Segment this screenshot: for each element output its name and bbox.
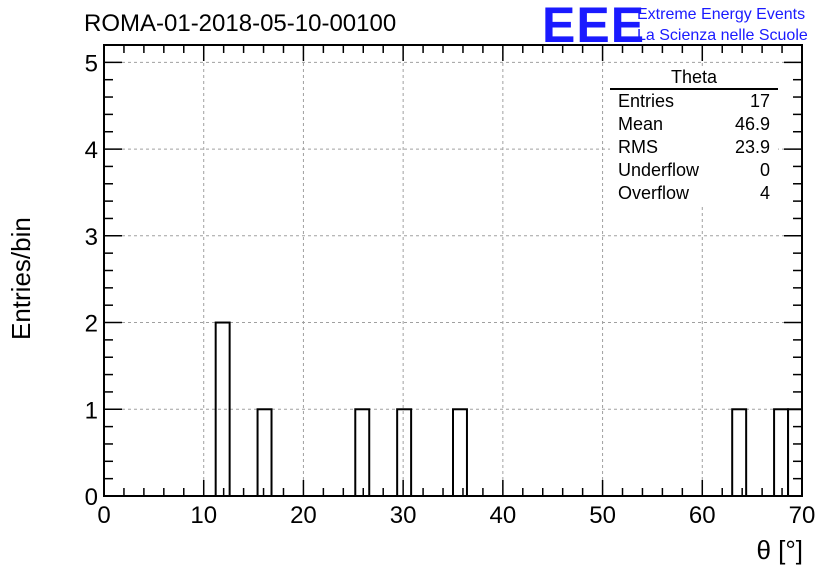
x-tick-label: 0 (97, 502, 110, 529)
stats-row-entries: Entries 17 (610, 90, 778, 113)
x-tick-label: 70 (789, 502, 816, 529)
stats-value: 46.9 (734, 114, 770, 134)
stats-label: Mean (618, 114, 664, 134)
x-tick-label: 10 (190, 502, 217, 529)
stats-row-underflow: Underflow 0 (610, 159, 778, 182)
histogram-bar (354, 408, 371, 497)
stats-value: 4 (759, 183, 770, 203)
stats-box: Theta Entries 17 Mean 46.9 RMS 23.9 Underfl… (610, 66, 778, 205)
y-tick-label: 2 (85, 311, 98, 338)
y-tick-label: 3 (85, 224, 98, 251)
stats-value: 0 (759, 160, 770, 180)
stats-label: Underflow (618, 160, 700, 180)
y-tick-label: 4 (85, 137, 98, 164)
histogram-bar (773, 408, 790, 497)
histogram-bar (214, 321, 231, 497)
x-tick-label: 60 (689, 502, 716, 529)
logo-caption-line2: La Scienza nelle Scuole (637, 27, 808, 44)
stats-label: Entries (618, 91, 675, 111)
logo-caption-line1: Extreme Energy Events (637, 6, 806, 23)
stats-value: 23.9 (734, 137, 770, 157)
x-tick-label: 30 (390, 502, 417, 529)
stats-value: 17 (749, 91, 770, 111)
histogram-bar (452, 408, 468, 497)
axes (103, 44, 803, 497)
stats-title: Theta (610, 66, 778, 90)
y-axis-label: Entries/bin (6, 217, 36, 340)
chart-title: ROMA-01-2018-05-10-00100 (84, 10, 397, 37)
stats-label: Overflow (618, 183, 690, 203)
histogram-bar (731, 408, 748, 497)
histogram-bar (787, 408, 803, 497)
histogram-bar (256, 408, 273, 497)
stats-label: RMS (618, 137, 658, 157)
eee-logo: EEE (542, 0, 646, 53)
stats-row-mean: Mean 46.9 (610, 113, 778, 136)
x-tick-label: 50 (589, 502, 616, 529)
y-tick-label: 5 (85, 50, 98, 77)
stats-row-rms: RMS 23.9 (610, 136, 778, 159)
stats-row-overflow: Overflow 4 (610, 182, 778, 205)
logo-caption: Extreme Energy Events La Scienza nelle S… (637, 4, 808, 46)
x-tick-label: 40 (490, 502, 517, 529)
y-tick-label: 1 (85, 397, 98, 424)
x-tick-label: 20 (290, 502, 317, 529)
x-axis-label: θ [°] (756, 535, 803, 565)
y-tick-label: 0 (85, 484, 98, 511)
histogram-bar (396, 408, 413, 497)
